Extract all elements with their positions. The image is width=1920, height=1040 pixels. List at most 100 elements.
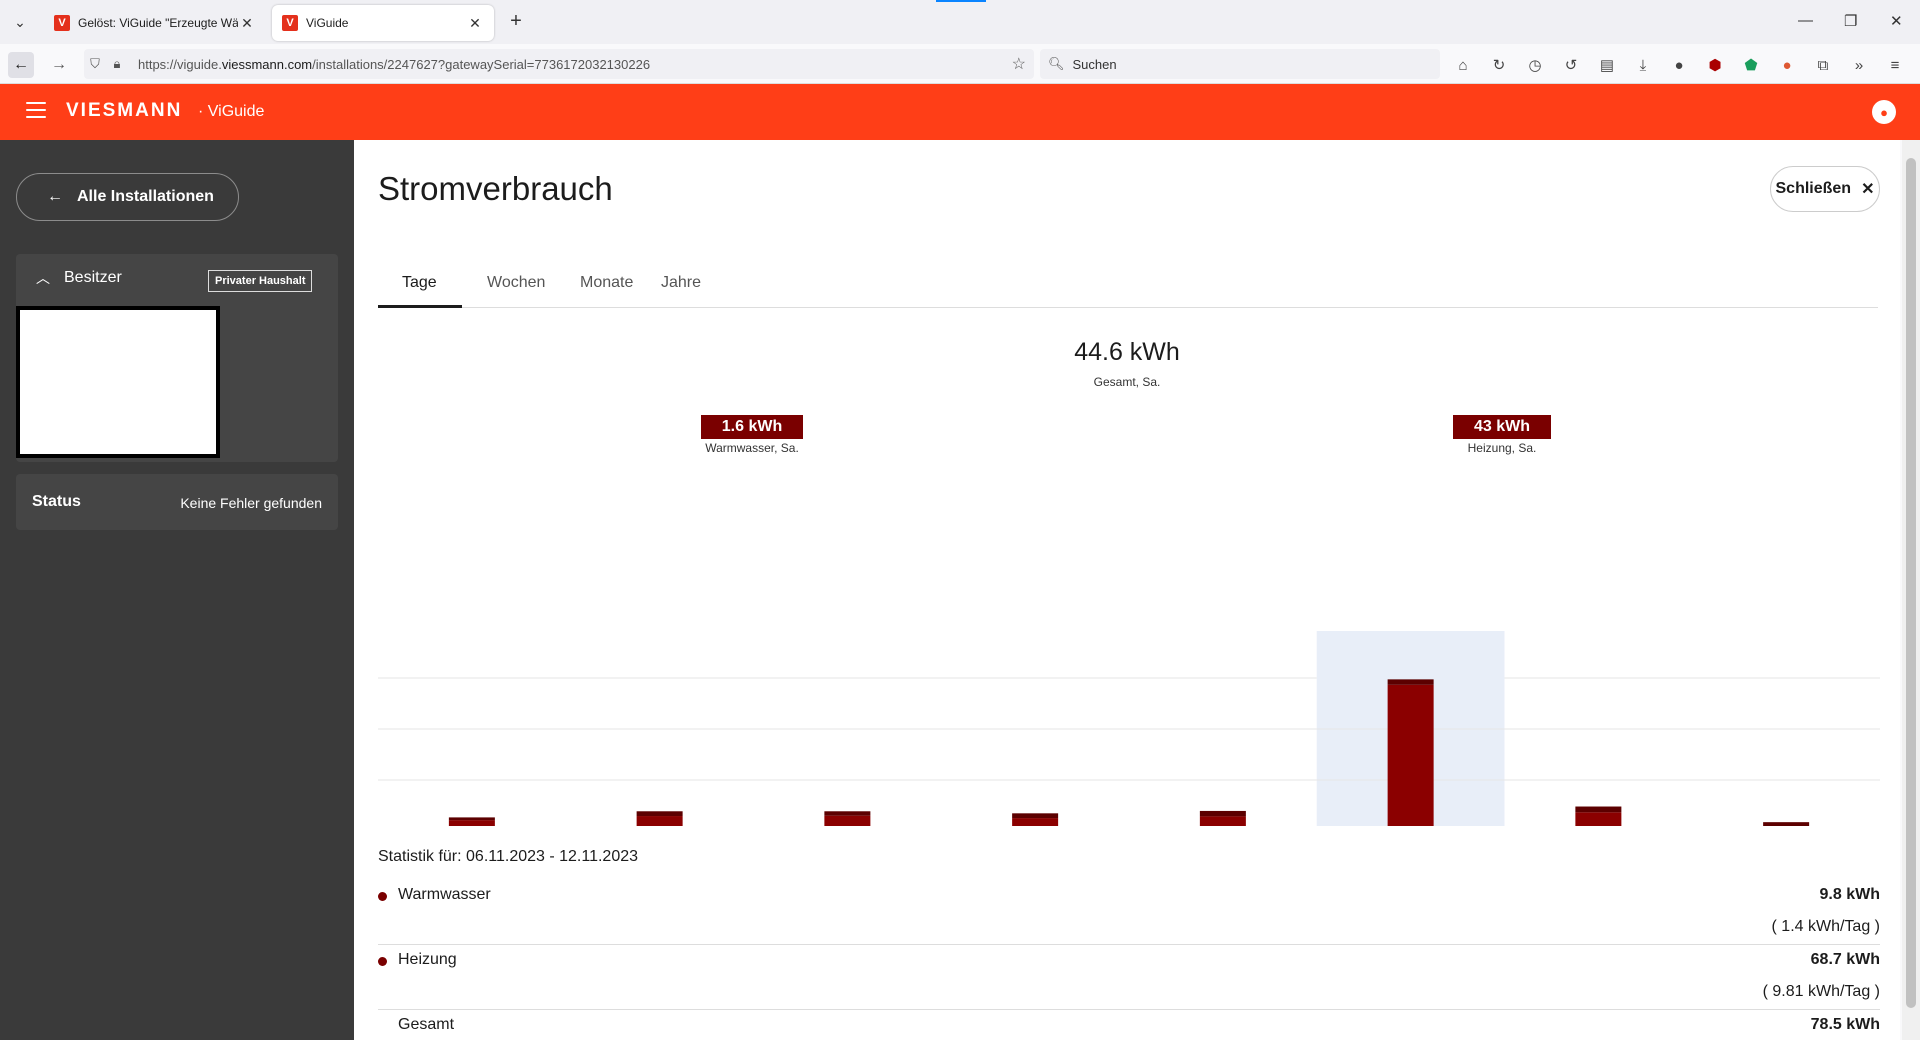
browser-tab-active[interactable]: V ViGuide ✕: [272, 5, 494, 41]
close-tab-icon[interactable]: ✕: [241, 14, 253, 31]
browser-tab-bar: ⌄ V Gelöst: ViGuide "Erzeugte Wärm ✕ V V…: [0, 0, 1920, 44]
tab-monate[interactable]: Monate: [580, 274, 634, 291]
heizung-bar: [824, 815, 871, 826]
stat-name: Heizung: [398, 951, 457, 968]
stat-per-day: ( 9.81 kWh/Tag ): [1762, 983, 1880, 1000]
owner-card: ︿ Besitzer Privater Haushalt: [16, 254, 338, 462]
owner-redacted-image: [16, 306, 220, 458]
browser-tab[interactable]: V Gelöst: ViGuide "Erzeugte Wärm ✕: [44, 5, 266, 41]
duckduckgo-icon[interactable]: ●: [1782, 56, 1792, 74]
owner-label: Besitzer: [64, 269, 122, 286]
warmwasser-bar: [1012, 813, 1059, 819]
tab-jahre[interactable]: Jahre: [661, 274, 702, 291]
extension-icon[interactable]: ●: [1674, 56, 1684, 74]
heizung-callout-label: Heizung, Sa.: [1467, 441, 1537, 455]
search-placeholder: Suchen: [1072, 56, 1117, 72]
bookmark-star-icon[interactable]: ☆: [1011, 56, 1026, 73]
all-installations-label: Alle Installationen: [77, 188, 214, 205]
statistics-title: Statistik für: 06.11.2023 - 12.11.2023: [378, 848, 639, 865]
main-content: Stromverbrauch Schließen ✕ Tage Wochen M…: [354, 140, 1900, 1040]
stat-name: Warmwasser: [398, 886, 491, 903]
close-button[interactable]: Schließen ✕: [1770, 166, 1880, 212]
reload-icon[interactable]: ↻: [1492, 57, 1506, 74]
url-bar[interactable]: ⛉ 🔒︎ https://viguide.viessmann.com/insta…: [84, 49, 1034, 79]
minimize-icon[interactable]: —: [1798, 12, 1813, 29]
stat-amount: 9.8 kWh: [1819, 886, 1880, 903]
heizung-bar: [1387, 684, 1434, 826]
warmwasser-bar: [636, 811, 683, 817]
stat-amount: 78.5 kWh: [1810, 1016, 1880, 1033]
search-input[interactable]: 🔍︎ Suchen: [1040, 49, 1440, 79]
warmwasser-bar: [1763, 822, 1810, 826]
account-icon[interactable]: ●: [1872, 100, 1896, 124]
tab-wochen[interactable]: Wochen: [487, 274, 546, 291]
divider: [378, 944, 1880, 945]
forward-arrow-icon[interactable]: →: [51, 56, 67, 73]
viessmann-logo[interactable]: VIESMANN: [66, 100, 183, 121]
app-header: VIESMANN · ViGuide ●: [0, 84, 1920, 140]
page-scrollbar[interactable]: [1902, 140, 1920, 1040]
viessmann-favicon-icon: V: [282, 15, 298, 31]
heizung-bar: [1012, 818, 1059, 826]
page-title: Stromverbrauch: [378, 170, 613, 207]
heizung-callout: 43 kWh Heizung, Sa.: [1442, 415, 1562, 455]
stat-name: Gesamt: [398, 1016, 455, 1033]
heizung-dot-icon: [378, 957, 387, 966]
window-close-icon[interactable]: ✕: [1890, 13, 1903, 30]
url-text[interactable]: https://viguide.viessmann.com/installati…: [138, 57, 650, 72]
heizung-bar: [448, 820, 495, 826]
warmwasser-bar: [1199, 810, 1246, 817]
status-value: Keine Fehler gefunden: [180, 495, 322, 511]
warmwasser-bar: [448, 817, 495, 821]
consumption-bar-chart[interactable]: Mo.0,83,2Di.1,44,4Mi.1,34,5Do.1,43,8Fr.1…: [354, 480, 1900, 826]
tab-tage[interactable]: Tage: [402, 274, 437, 291]
warmwasser-callout-value: 1.6 kWh: [700, 415, 804, 439]
viessmann-favicon-icon: V: [54, 15, 70, 31]
period-tabs: Tage Wochen Monate Jahre: [378, 266, 1878, 308]
url-domain: viessmann.com: [221, 56, 313, 72]
warmwasser-callout: 1.6 kWh Warmwasser, Sa.: [692, 415, 812, 455]
hamburger-menu-icon[interactable]: [26, 102, 46, 118]
warmwasser-dot-icon: [378, 892, 387, 901]
status-label: Status: [32, 493, 81, 510]
heizung-bar: [1575, 812, 1622, 826]
arrow-left-icon: ←: [47, 188, 63, 205]
clock-icon[interactable]: ◷: [1528, 57, 1542, 74]
home-icon[interactable]: ⌂: [1458, 56, 1468, 74]
stat-per-day: ( 1.4 kWh/Tag ): [1771, 918, 1880, 935]
reader-view-icon[interactable]: ▤: [1599, 57, 1615, 74]
download-icon[interactable]: ⤓: [1639, 56, 1647, 74]
scrollbar-thumb[interactable]: [1906, 158, 1916, 1008]
total-value: 44.6 kWh: [1074, 338, 1180, 366]
back-arrow-icon[interactable]: ←: [8, 52, 34, 78]
extensions-puzzle-icon[interactable]: ⧉: [1817, 56, 1829, 74]
shield-extension-icon[interactable]: ⬟: [1744, 57, 1758, 74]
close-tab-icon[interactable]: ✕: [469, 14, 481, 31]
toolbar: ⌂ ↻ ◷ ↺ ▤ ⤓ ● ⬢ ⬟ ● ⧉ » ≡: [1452, 54, 1906, 76]
status-card: Status Keine Fehler gefunden: [16, 474, 338, 530]
shield-icon[interactable]: ⛉: [90, 56, 100, 71]
close-icon: ✕: [1861, 181, 1875, 198]
lock-icon[interactable]: 🔒︎: [113, 56, 121, 71]
ublock-icon[interactable]: ⬢: [1708, 57, 1722, 74]
history-icon[interactable]: ↺: [1564, 57, 1578, 74]
menu-icon[interactable]: ≡: [1890, 56, 1900, 74]
stat-amount: 68.7 kWh: [1810, 951, 1880, 968]
heizung-bar: [1199, 816, 1246, 826]
divider: [378, 1009, 1880, 1010]
warmwasser-bar: [824, 811, 871, 816]
total-label: Gesamt, Sa.: [1093, 375, 1161, 389]
tab-title: Gelöst: ViGuide "Erzeugte Wärm: [78, 16, 238, 30]
heizung-bar: [636, 816, 683, 826]
restore-icon[interactable]: ❐: [1844, 13, 1858, 30]
all-installations-button[interactable]: ← Alle Installationen: [16, 173, 239, 221]
tab-accent: [936, 0, 986, 2]
sidebar: ← Alle Installationen ︿ Besitzer Private…: [0, 140, 354, 1040]
owner-toggle[interactable]: ︿ Besitzer: [36, 268, 122, 288]
overflow-chevron-icon[interactable]: »: [1854, 56, 1864, 74]
url-path: /installations/2247627?gatewaySerial=773…: [312, 56, 651, 72]
close-label: Schließen: [1775, 180, 1852, 197]
url-prefix: https://viguide.: [138, 56, 222, 72]
new-tab-icon[interactable]: +: [510, 10, 522, 32]
tab-list-icon[interactable]: ⌄: [14, 13, 26, 30]
